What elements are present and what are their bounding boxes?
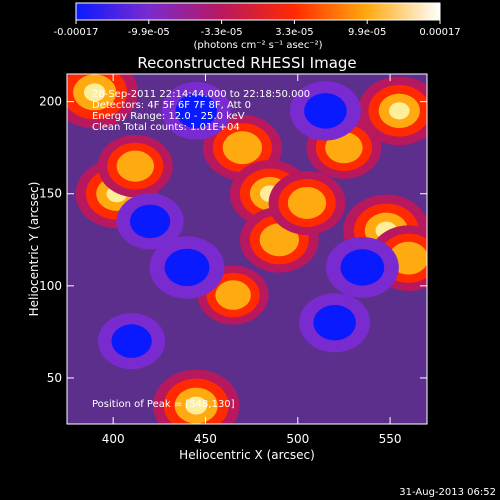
negative-source: [340, 249, 385, 286]
x-tick-label: 450: [194, 432, 217, 446]
colorbar-tick-label: -3.3e-05: [201, 27, 243, 38]
colorbar-units: (photons cm⁻² s⁻¹ asec⁻²): [193, 40, 322, 51]
colorbar-tick-label: -0.00017: [54, 27, 99, 38]
colorbar-ticks: -0.00017 -9.9e-05 -3.3e-05 3.3e-05 9.9e-05 0.…: [54, 20, 461, 38]
footer-timestamp: 31-Aug-2013 06:52: [399, 487, 496, 498]
x-tick-label: 550: [379, 432, 402, 446]
annotation-clean: Clean Total counts: 1.01E+04: [92, 122, 240, 133]
colorbar-tick-label: -9.9e-05: [128, 27, 170, 38]
colorbar-tick-label: 9.9e-05: [348, 27, 386, 38]
chart-title: Reconstructed RHESSI Image: [137, 54, 356, 72]
x-tick-label: 400: [102, 432, 125, 446]
negative-source: [129, 204, 171, 239]
positive-source: [287, 186, 327, 219]
annotation-detectors: Detectors: 4F 5F 6F 7F 8F, Att 0: [92, 100, 251, 111]
axes: 400 450 500 550 50 100 150 200: [39, 74, 427, 446]
heatmap-image: [67, 74, 427, 424]
positive-source: [388, 102, 410, 120]
colorbar-tick-label: 0.00017: [419, 27, 460, 38]
positive-source: [325, 132, 363, 164]
y-tick-label: 150: [39, 187, 62, 201]
annotation-energy: Energy Range: 12.0 - 25.0 keV: [92, 111, 245, 122]
positive-source: [116, 150, 155, 182]
y-axis-label: Heliocentric Y (arcsec): [27, 182, 41, 317]
y-tick-label: 200: [39, 95, 62, 109]
y-tick-label: 100: [39, 279, 62, 293]
colorbar-tick-label: 3.3e-05: [275, 27, 313, 38]
plot-frame: [66, 73, 428, 425]
x-axis-label: Heliocentric X (arcsec): [179, 448, 315, 462]
x-tick-label: 500: [286, 432, 309, 446]
annotation-time: 28-Sep-2011 22:14:44.000 to 22:18:50.000: [92, 89, 310, 100]
heatmap-sources: [67, 74, 427, 424]
positive-source: [215, 280, 251, 310]
positive-source: [222, 131, 263, 165]
annotation-peak: Position of Peak = [548,130]: [92, 399, 235, 410]
y-tick-label: 50: [47, 371, 62, 385]
positive-source: [185, 396, 208, 415]
negative-source: [111, 324, 152, 358]
negative-source: [313, 304, 357, 341]
positive-source: [83, 83, 106, 102]
positive-source: [259, 223, 299, 257]
negative-source: [175, 93, 217, 129]
negative-source: [164, 248, 210, 287]
colorbar: [75, 2, 441, 21]
negative-source: [304, 93, 347, 129]
